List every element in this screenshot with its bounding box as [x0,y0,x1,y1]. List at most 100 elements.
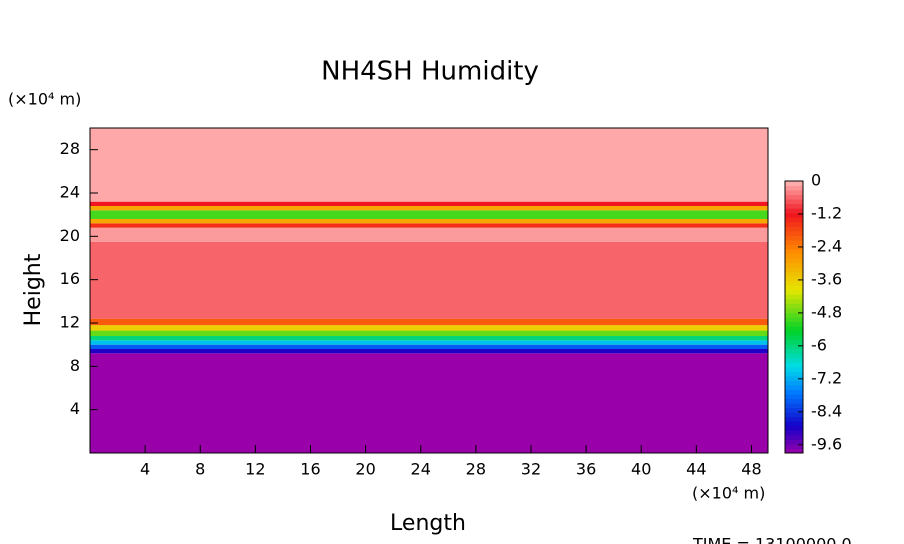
colorbar-segment [785,385,803,391]
x-tick-label: 16 [300,460,320,479]
colorbar-tick-label: -7.2 [811,368,842,387]
colorbar-segment [785,249,803,255]
colorbar-segment [785,235,803,241]
contour-band [90,241,768,319]
colorbar-segment [785,348,803,354]
x-tick-label: 20 [355,460,375,479]
y-tick-label: 16 [60,269,80,288]
colorbar-tick-label: -6 [811,335,827,354]
colorbar-segment [785,326,803,332]
colorbar-segment [785,371,803,377]
colorbar-segment [785,375,803,381]
x-tick-label: 32 [521,460,541,479]
colorbar-segment [785,267,803,273]
colorbar-segment [785,439,803,445]
colorbar-segment [785,366,803,372]
colorbar-segment [785,421,803,427]
colorbar-segment [785,289,803,295]
plot-frame [89,127,769,454]
y-tick-label: 4 [70,399,80,418]
y-tick-label: 28 [60,139,80,158]
colorbar-segment [785,276,803,282]
colorbar-segment [785,394,803,400]
colorbar-segment [785,425,803,431]
colorbar-segment [785,208,803,214]
colorbar-segment [785,253,803,259]
colorbar-segment [785,339,803,345]
colorbar-segment [785,434,803,440]
y-axis-label: Height [21,253,46,326]
colorbar-tick-label: -3.6 [811,269,842,288]
colorbar-segment [785,448,803,454]
x-tick-label: 36 [576,460,596,479]
y-tick-label: 24 [60,183,80,202]
contour-band [90,227,768,242]
colorbar-segment [785,271,803,277]
colorbar-segment [785,344,803,350]
colorbar-segment [785,190,803,196]
colorbar-segment [785,239,803,245]
contour-band [90,344,768,349]
colorbar-tick-label: -2.4 [811,236,842,255]
colorbar-segment [785,321,803,327]
contour-band [90,219,768,224]
contour-band [90,128,768,202]
contour-band [90,325,768,331]
colorbar-segment [785,244,803,250]
colorbar-segment [785,221,803,227]
x-tick-label: 4 [140,460,150,479]
x-tick-label: 24 [411,460,431,479]
x-tick-label: 44 [686,460,706,479]
contour-band [90,353,768,453]
colorbar-tick-label: -8.4 [811,401,842,420]
colorbar-segment [785,335,803,341]
colorbar-segment [785,217,803,223]
colorbar-segment [785,357,803,363]
colorbar-segment [785,416,803,422]
colorbar-tick-label: -4.8 [811,302,842,321]
contour-band [90,201,768,206]
colorbar-segment [785,330,803,336]
colorbar-segment [785,230,803,236]
contour-band [90,206,768,211]
colorbar-tick-label: 0 [811,171,821,190]
time-label: TIME = 13100000.0 [692,535,852,544]
colorbar-segment [785,194,803,200]
colorbar-segment [785,285,803,291]
colorbar-segment [785,298,803,304]
contour-band [90,349,768,354]
colorbar-segment [785,443,803,449]
contour-band [90,336,768,341]
colorbar-segment [785,412,803,418]
colorbar-segment [785,280,803,286]
colorbar-segment [785,226,803,232]
x-tick-label: 40 [631,460,651,479]
colorbar-segment [785,203,803,209]
colorbar-segment [785,353,803,359]
y-tick-label: 8 [70,356,80,375]
colorbar-segment [785,398,803,404]
colorbar-segment [785,317,803,323]
colorbar-segment [785,294,803,300]
colorbar-segment [785,362,803,368]
colorbar-segment [785,430,803,436]
contour-band [90,330,768,336]
contour-band [90,318,768,326]
colorbar-tick-label: -9.6 [811,434,842,453]
x-tick-label: 48 [741,460,761,479]
colorbar-segment [785,262,803,268]
contour-band [90,210,768,219]
contour-band [90,340,768,345]
y-unit: (×10⁴ m) [8,90,81,109]
x-tick-label: 12 [245,460,265,479]
colorbar-segment [785,407,803,413]
colorbar-tick-label: -1.2 [811,203,842,222]
colorbar-segment [785,199,803,205]
colorbar-segment [785,258,803,264]
colorbar-segment [785,403,803,409]
chart-title: NH4SH Humidity [321,57,539,87]
colorbar-frame [784,180,804,454]
colorbar-segment [785,307,803,313]
x-axis-label: Length [390,511,466,536]
